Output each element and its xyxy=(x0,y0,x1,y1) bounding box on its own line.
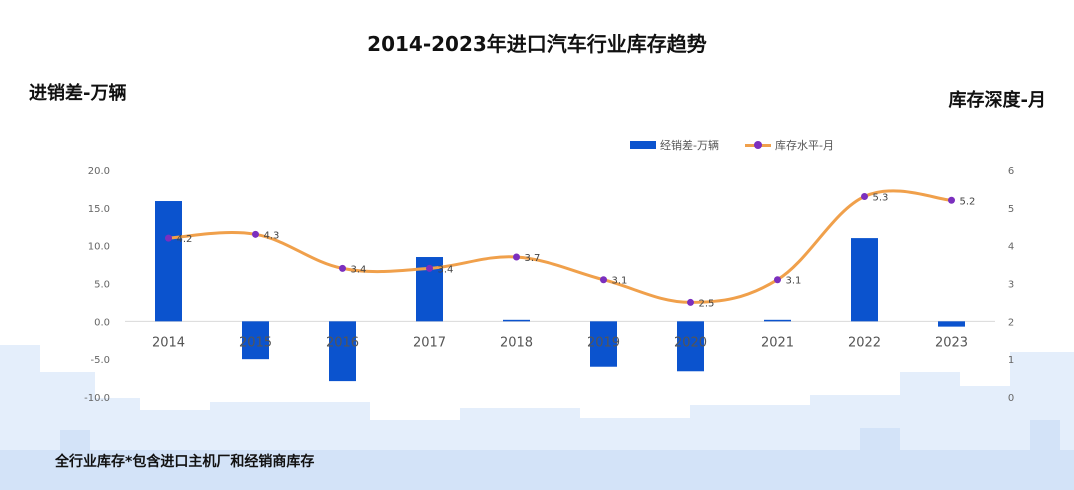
bar-2015 xyxy=(242,321,269,360)
x-tick-label-2022: 2022 xyxy=(848,335,881,350)
line-data-label-2017: 3.4 xyxy=(438,264,454,275)
y-right-tick-label: 6 xyxy=(1008,166,1014,177)
legend-line-swatch xyxy=(744,140,771,149)
legend-item-line: 库存水平-月 xyxy=(744,137,834,153)
y-left-tick-label: 15.0 xyxy=(88,204,110,215)
line-point-2023 xyxy=(948,196,955,204)
x-tick-label-2021: 2021 xyxy=(761,335,794,350)
bar-2021 xyxy=(764,319,791,322)
legend-bar-label: 经销差-万辆 xyxy=(660,139,719,152)
line-point-2020 xyxy=(687,298,694,306)
x-tick-label-2016: 2016 xyxy=(326,335,359,350)
bar-2022 xyxy=(851,238,878,322)
line-data-label-2020: 2.5 xyxy=(699,298,715,309)
line-point-2016 xyxy=(339,264,346,272)
y-left-tick-label: 10.0 xyxy=(88,242,110,253)
y-right-tick-label: 5 xyxy=(1008,204,1014,215)
legend-bar-swatch xyxy=(630,141,656,149)
line-point-2014 xyxy=(165,234,172,242)
y-right-tick-label: 2 xyxy=(1008,317,1014,328)
bar-2014 xyxy=(155,201,182,322)
x-tick-label-2015: 2015 xyxy=(239,335,272,350)
line-point-2017 xyxy=(426,264,433,272)
line-point-2018 xyxy=(513,253,520,261)
bar-2018 xyxy=(503,319,530,322)
line-point-2022 xyxy=(861,192,868,200)
legend-item-bar: 经销差-万辆 xyxy=(630,137,719,153)
y-left-tick-label: 0.0 xyxy=(94,317,110,328)
footnote: 全行业库存*包含进口主机厂和经销商库存 xyxy=(55,454,315,470)
line-data-label-2021: 3.1 xyxy=(786,276,802,287)
line-data-label-2022: 5.3 xyxy=(873,192,889,203)
bar-2023 xyxy=(938,321,965,327)
y-left-tick-label: -10.0 xyxy=(84,393,110,404)
line-point-2019 xyxy=(600,276,607,284)
line-series-path xyxy=(168,189,952,304)
line-data-label-2018: 3.7 xyxy=(525,253,541,264)
bar-2016 xyxy=(329,321,356,382)
x-tick-label-2019: 2019 xyxy=(587,335,620,350)
left-axis-title: 进销差-万辆 xyxy=(29,83,127,104)
line-data-label-2023: 5.2 xyxy=(960,196,976,207)
y-right-tick-label: 3 xyxy=(1008,280,1014,291)
line-data-label-2019: 3.1 xyxy=(612,276,628,287)
legend-line-label: 库存水平-月 xyxy=(774,139,834,152)
chart-title: 2014-2023年进口汽车行业库存趋势 xyxy=(367,32,707,56)
y-right-tick-label: 0 xyxy=(1008,393,1014,404)
right-axis-title: 库存深度-月 xyxy=(948,90,1046,111)
chart-legend: 经销差-万辆 库存水平-月 xyxy=(630,137,860,153)
bar-2020 xyxy=(677,321,704,372)
y-right-tick-label: 4 xyxy=(1008,242,1014,253)
x-tick-label-2018: 2018 xyxy=(500,335,533,350)
x-tick-label-2017: 2017 xyxy=(413,335,446,350)
line-data-label-2016: 3.4 xyxy=(351,264,367,275)
y-right-tick-label: 1 xyxy=(1008,355,1014,366)
x-tick-label-2020: 2020 xyxy=(674,335,707,350)
line-data-label-2014: 4.2 xyxy=(177,234,193,245)
line-point-2015 xyxy=(252,230,259,238)
x-tick-label-2014: 2014 xyxy=(152,335,185,350)
line-point-2021 xyxy=(774,276,781,284)
x-tick-label-2023: 2023 xyxy=(935,335,968,350)
line-data-label-2015: 4.3 xyxy=(264,230,280,241)
y-left-tick-label: 5.0 xyxy=(94,280,110,291)
y-left-tick-label: -5.0 xyxy=(90,355,110,366)
bar-2019 xyxy=(590,321,617,367)
y-left-tick-label: 20.0 xyxy=(88,166,110,177)
